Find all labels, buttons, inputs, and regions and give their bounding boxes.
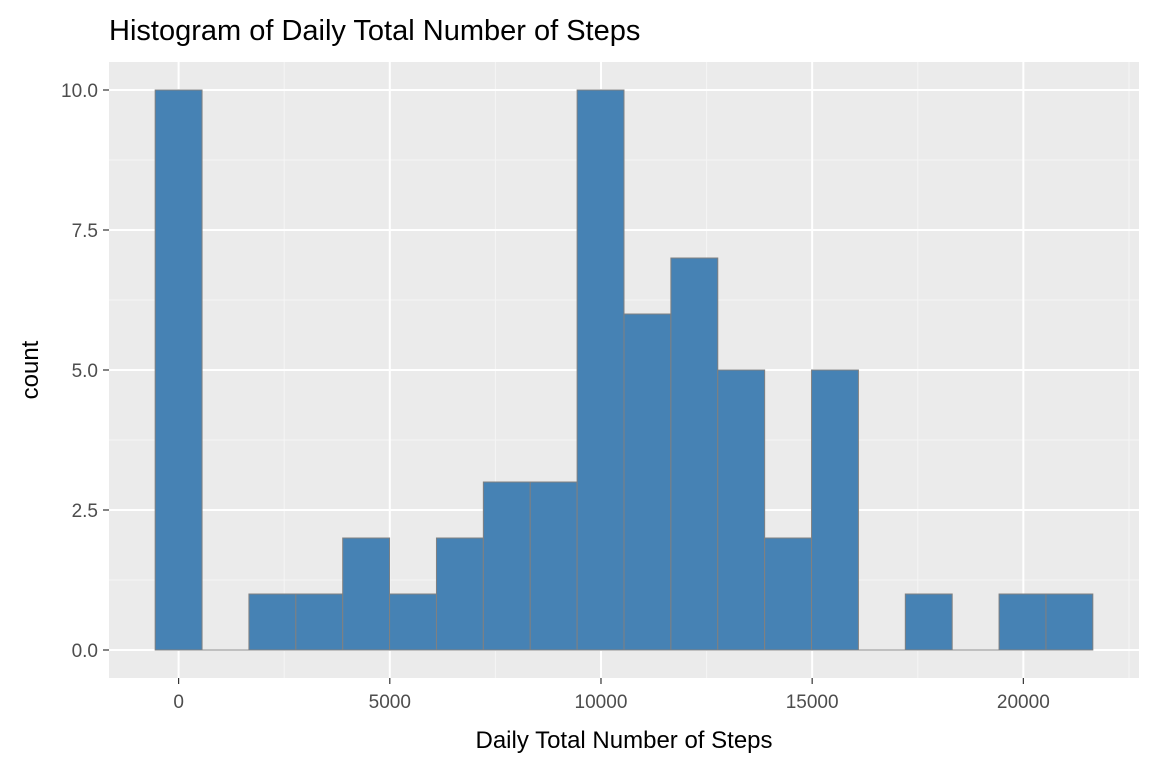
x-tick-label: 10000 [575, 692, 628, 713]
x-tick-label: 5000 [369, 692, 411, 713]
histogram-bar [811, 369, 859, 651]
histogram-bar [576, 89, 625, 651]
histogram-bar [529, 481, 578, 651]
chart-title: Histogram of Daily Total Number of Steps [109, 15, 640, 47]
y-tick-label: 7.5 [72, 221, 98, 242]
x-tick-label: 0 [173, 692, 184, 713]
histogram-bar [717, 369, 766, 651]
histogram-bar [248, 593, 297, 651]
y-tick-label: 10.0 [61, 81, 98, 102]
x-axis-title: Daily Total Number of Steps [475, 727, 772, 754]
axis-ticks: 0 5000 10000 15000 20000 0.0 2.5 5.0 7.5 10.0 [61, 81, 1050, 713]
histogram-bar [342, 537, 391, 651]
histogram-bar [670, 257, 719, 651]
histogram-bar [1045, 593, 1094, 651]
histogram-bar [904, 593, 953, 651]
histogram-bar [435, 537, 484, 651]
histogram-bar [623, 313, 672, 651]
y-tick-label: 0.0 [72, 641, 98, 662]
y-tick-label: 5.0 [72, 361, 98, 382]
x-tick-label: 20000 [997, 692, 1050, 713]
histogram-bar [389, 593, 437, 651]
histogram-bar [998, 593, 1047, 651]
histogram-bar [482, 481, 531, 651]
y-tick-label: 2.5 [72, 501, 98, 522]
x-tick-label: 15000 [786, 692, 839, 713]
histogram-bar [295, 593, 344, 651]
y-axis-title: count [17, 340, 44, 399]
histogram-bar [764, 537, 813, 651]
histogram-bars [154, 89, 1094, 651]
histogram-bar [154, 89, 203, 651]
